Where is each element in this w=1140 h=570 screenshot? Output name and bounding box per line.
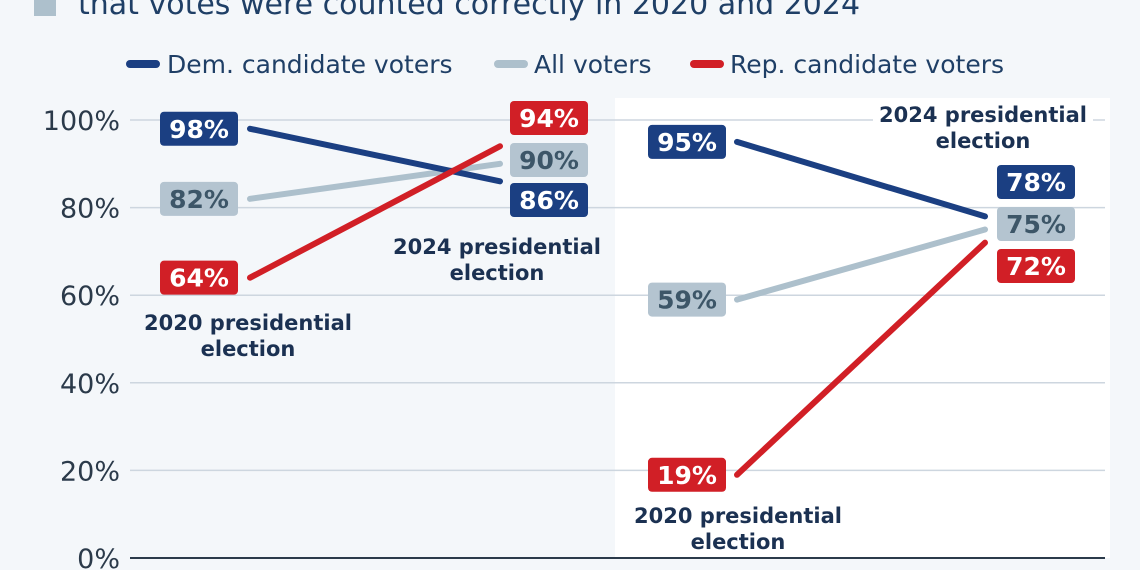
election-label-start: 2020 presidential [634,504,842,528]
y-tick-label: 20% [60,456,120,487]
y-tick-label: 80% [60,194,120,225]
value-label-bg-rep [997,249,1075,283]
value-label-bg-all [648,282,726,317]
election-label-start: election [201,337,296,361]
value-label-all: 90% [519,146,579,175]
value-label-rep: 64% [169,264,229,293]
chart-subtitle: that votes were counted correctly in 202… [78,0,860,22]
series-line-rep [734,239,988,478]
legend-label-all: All voters [534,50,652,79]
value-label-bg-all [160,181,238,216]
value-label-dem: 86% [519,186,579,215]
value-label-bg-dem [997,165,1075,199]
legend: Dem. candidate voters All voters Rep. ca… [126,50,1004,79]
value-label-bg-dem [160,111,238,146]
y-tick-label: 100% [43,106,120,137]
series-line-rep [247,143,503,281]
election-label-end: 2024 presidential [393,235,601,259]
value-label-bg-rep [510,101,588,135]
series-lines [247,125,988,478]
value-label-dem: 98% [169,115,229,144]
value-label-bg-rep [648,457,726,492]
election-label-end: 2024 presidential [879,103,1087,127]
y-tick-label: 60% [60,281,120,312]
y-tick-label: 0% [77,544,120,570]
note-background [873,98,1093,156]
value-label-dem: 78% [1006,168,1066,197]
legend-label-dem: Dem. candidate voters [167,50,453,79]
value-labels: 98% 86% 82% 90% 64% 94% 95% 78% 59% 75% 19% 72% [160,101,1075,492]
value-label-all: 75% [1006,210,1066,239]
value-label-bg-all [510,143,588,177]
value-label-bg-dem [648,124,726,159]
election-label-end: election [450,261,545,285]
value-label-all: 59% [657,286,717,315]
value-label-rep: 19% [657,461,717,490]
value-label-bg-rep [160,260,238,295]
value-label-rep: 94% [519,104,579,133]
legend-label-rep: Rep. candidate voters [730,50,1004,79]
subtitle-marker [34,0,56,16]
series-line-all [734,226,988,303]
y-tick-label: 40% [60,369,120,400]
value-label-bg-all [997,207,1075,241]
election-label-start: election [691,530,786,554]
series-line-dem [734,138,988,220]
value-label-dem: 95% [657,128,717,157]
election-label-end: election [936,129,1031,153]
value-label-all: 82% [169,185,229,214]
value-label-rep: 72% [1006,252,1066,281]
y-axis-ticks: 0% 20% 40% 60% 80% 100% [43,106,120,570]
election-label-start: 2020 presidential [144,311,352,335]
series-line-dem [247,125,503,185]
value-label-bg-dem [510,183,588,217]
